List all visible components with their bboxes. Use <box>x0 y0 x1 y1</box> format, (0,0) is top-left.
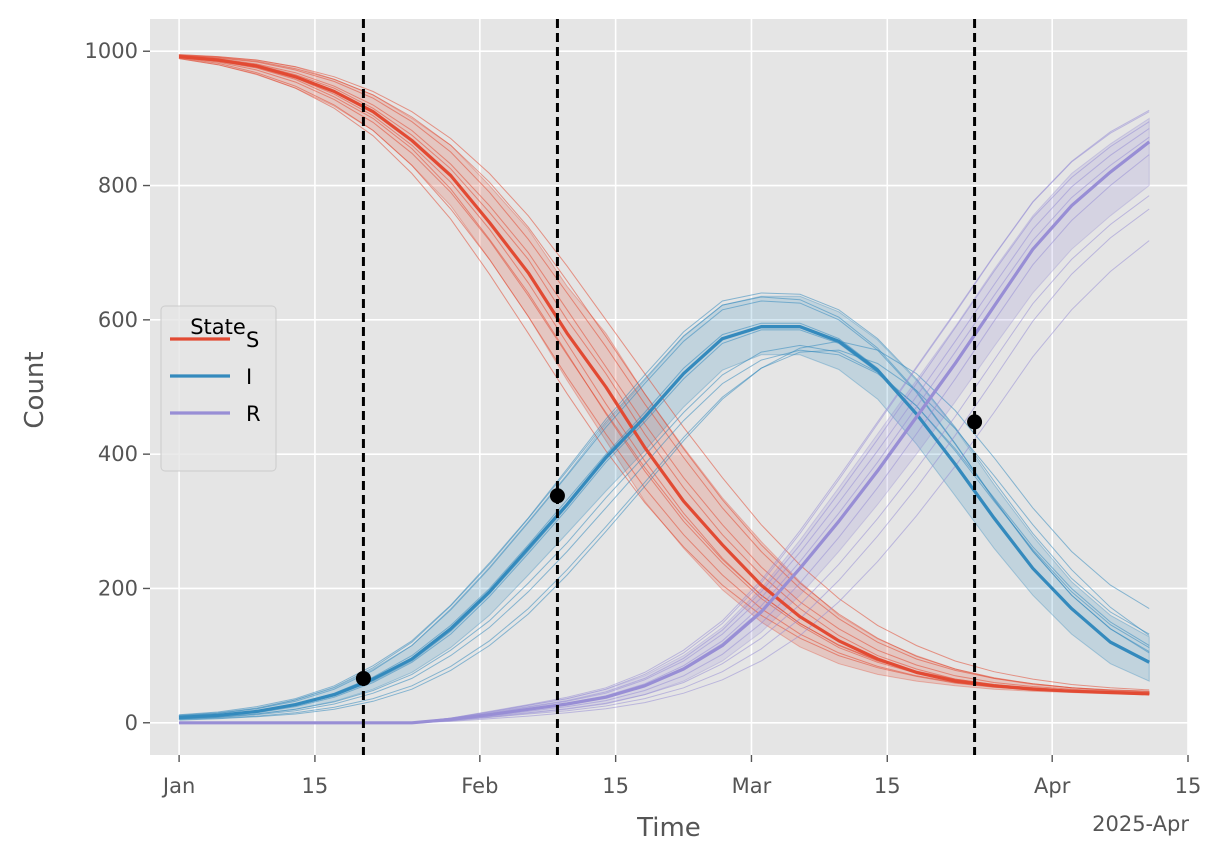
run-s-9 <box>179 54 1150 693</box>
mean-line-r <box>179 140 1151 725</box>
y-tick-label-1000: 1000 <box>85 39 138 63</box>
y-axis-ticks: 0 200 400 600 800 1000 <box>85 39 150 735</box>
event-lines <box>361 19 977 755</box>
x-tick-label-4: Mar <box>732 774 772 798</box>
event-marker-2 <box>549 488 565 504</box>
plot-background <box>150 19 1188 755</box>
run-i-10 <box>179 296 1150 716</box>
x-tick-label-0: Jan <box>161 774 195 798</box>
event-marker-1 <box>355 670 371 686</box>
y-tick-label-0: 0 <box>125 711 138 735</box>
x-axis-offset-label: 2025-Apr <box>1092 812 1189 836</box>
legend-box <box>160 305 277 472</box>
event-marker-3 <box>967 414 983 430</box>
band-s <box>178 54 1150 696</box>
run-i-9 <box>179 340 1150 721</box>
legend-label-i: I <box>246 365 252 389</box>
x-tick-label-6: Apr <box>1034 774 1071 798</box>
x-tick-label-2: Feb <box>461 774 498 798</box>
y-tick-label-200: 200 <box>98 576 138 600</box>
run-i-3 <box>179 292 1150 716</box>
x-tick-label-7: 15 <box>1175 774 1202 798</box>
run-i-8 <box>179 344 1150 720</box>
mean-line-s <box>178 55 1150 696</box>
run-s-3 <box>179 54 1150 692</box>
x-axis-ticks: Jan 15 Feb 15 Mar 15 Apr 15 <box>161 755 1201 798</box>
x-tick-label-5: 15 <box>874 774 901 798</box>
run-i-6 <box>179 349 1150 720</box>
mean-lines <box>178 55 1151 725</box>
y-tick-label-600: 600 <box>98 308 138 332</box>
y-tick-label-800: 800 <box>98 174 138 198</box>
legend-title: State <box>190 315 246 339</box>
legend-label-r: R <box>246 402 261 426</box>
legend: State SIR <box>160 305 277 472</box>
x-axis-label: Time <box>636 813 701 843</box>
x-tick-label-3: 15 <box>602 774 629 798</box>
event-markers <box>355 414 983 686</box>
mean-line-i <box>179 325 1150 719</box>
y-axis-label: Count <box>20 351 50 428</box>
x-tick-label-1: 15 <box>302 774 329 798</box>
legend-label-s: S <box>246 328 259 352</box>
run-s-5 <box>179 55 1150 693</box>
y-tick-label-400: 400 <box>98 442 138 466</box>
